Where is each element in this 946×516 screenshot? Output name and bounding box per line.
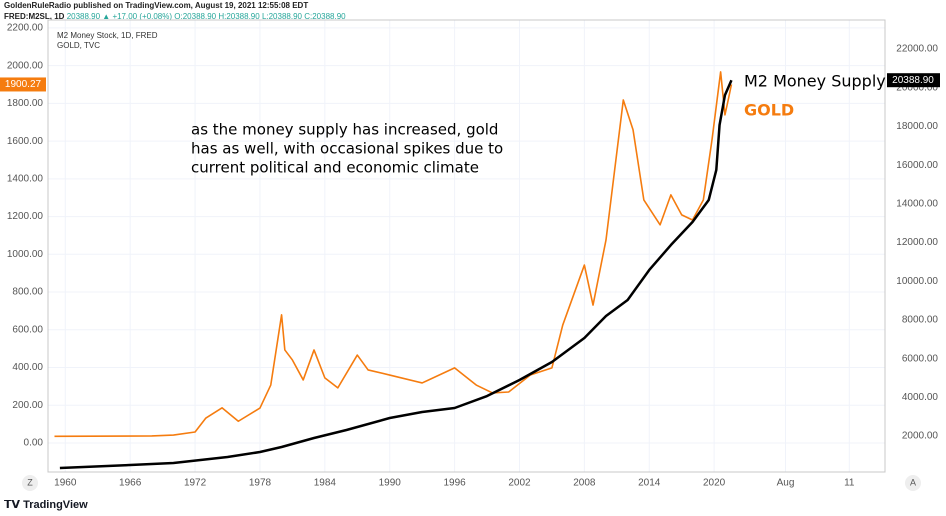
x-tick-label: 1960: [54, 478, 77, 489]
change: ▲ +17.00 (+0.08%): [102, 12, 172, 21]
last-price: 20388.90: [67, 12, 101, 21]
price-tag-label: 20388.90: [892, 75, 934, 86]
y-tick-label: 1800.00: [7, 98, 44, 109]
y2-tick-label: 10000.00: [896, 276, 938, 287]
auto-button[interactable]: [905, 475, 921, 491]
y2-tick-label: 14000.00: [896, 198, 938, 209]
y2-tick-label: 16000.00: [896, 160, 938, 171]
logo-mark: 𝗧𝗩: [4, 499, 23, 511]
y-tick-label: 2000.00: [7, 60, 44, 71]
symbol: FRED:M2SL, 1D: [4, 12, 65, 21]
price-tag-label: 1900.27: [5, 79, 42, 90]
y2-tick-label: 20000.00: [896, 82, 938, 93]
grid: [48, 20, 885, 472]
y2-tick-label: 22000.00: [896, 44, 938, 55]
symbol-line: FRED:M2SL, 1D 20388.90 ▲ +17.00 (+0.08%)…: [4, 12, 346, 21]
y-tick-label: 600.00: [12, 324, 43, 335]
ohlc: C:20388.90: [304, 12, 346, 21]
x-tick-label: 2008: [573, 478, 596, 489]
x-tick-label: 1996: [443, 478, 466, 489]
y-tick-label: 0.00: [24, 438, 44, 449]
price-tag: [0, 77, 46, 92]
series-line: [59, 79, 733, 470]
y2-tick-label: 6000.00: [902, 353, 939, 364]
series-line: [54, 71, 733, 438]
zoom-label[interactable]: Z: [27, 477, 33, 487]
x-tick-label: 1978: [249, 478, 272, 489]
y-tick-label: 200.00: [12, 400, 43, 411]
annotation: as the money supply has increased, gold: [191, 121, 498, 139]
source-line: GOLD, TVC: [57, 41, 100, 50]
x-tick-label: Aug: [777, 478, 795, 489]
auto-label[interactable]: A: [910, 477, 916, 487]
y-tick-label: 1000.00: [7, 249, 44, 260]
logo: 𝗧𝗩 TradingView: [4, 499, 88, 511]
x-tick-label: 11: [844, 478, 855, 489]
y2-tick-label: 4000.00: [902, 392, 939, 403]
x-tick-label: 2002: [508, 478, 531, 489]
annotation: has as well, with occasional spikes due …: [191, 140, 503, 158]
ohlc: H:20388.90: [218, 12, 260, 21]
y-tick-label: 1200.00: [7, 211, 44, 222]
y-tick-label: 1400.00: [7, 173, 44, 184]
y-tick-label: 2200.00: [7, 23, 44, 34]
y2-tick-label: 18000.00: [896, 121, 938, 132]
source-line: M2 Money Stock, 1D, FRED: [57, 31, 158, 40]
price-tag: [887, 73, 940, 88]
x-tick-label: 1990: [379, 478, 402, 489]
logo-text: TradingView: [23, 499, 88, 511]
y-tick-label: 1600.00: [7, 136, 44, 147]
plot-frame: [47, 19, 886, 473]
y2-tick-label: 8000.00: [902, 315, 939, 326]
ohlc: L:20388.90: [262, 12, 303, 21]
y-tick-label: 800.00: [12, 287, 43, 298]
x-tick-label: 1966: [119, 478, 142, 489]
zoom-button[interactable]: [22, 475, 38, 491]
x-tick-label: 2020: [703, 478, 726, 489]
y2-tick-label: 2000.00: [902, 431, 939, 442]
y2-tick-label: 12000.00: [896, 237, 938, 248]
annotation: M2 Money Supply: [744, 72, 886, 91]
annotation: current political and economic climate: [191, 159, 479, 177]
x-tick-label: 1984: [314, 478, 337, 489]
x-tick-label: 2014: [638, 478, 661, 489]
x-tick-label: 1972: [184, 478, 207, 489]
publisher: GoldenRuleRadio published on TradingView…: [4, 1, 308, 10]
y-tick-label: 400.00: [12, 362, 43, 373]
annotation: GOLD: [744, 101, 794, 120]
ohlc: O:20388.90: [174, 12, 216, 21]
